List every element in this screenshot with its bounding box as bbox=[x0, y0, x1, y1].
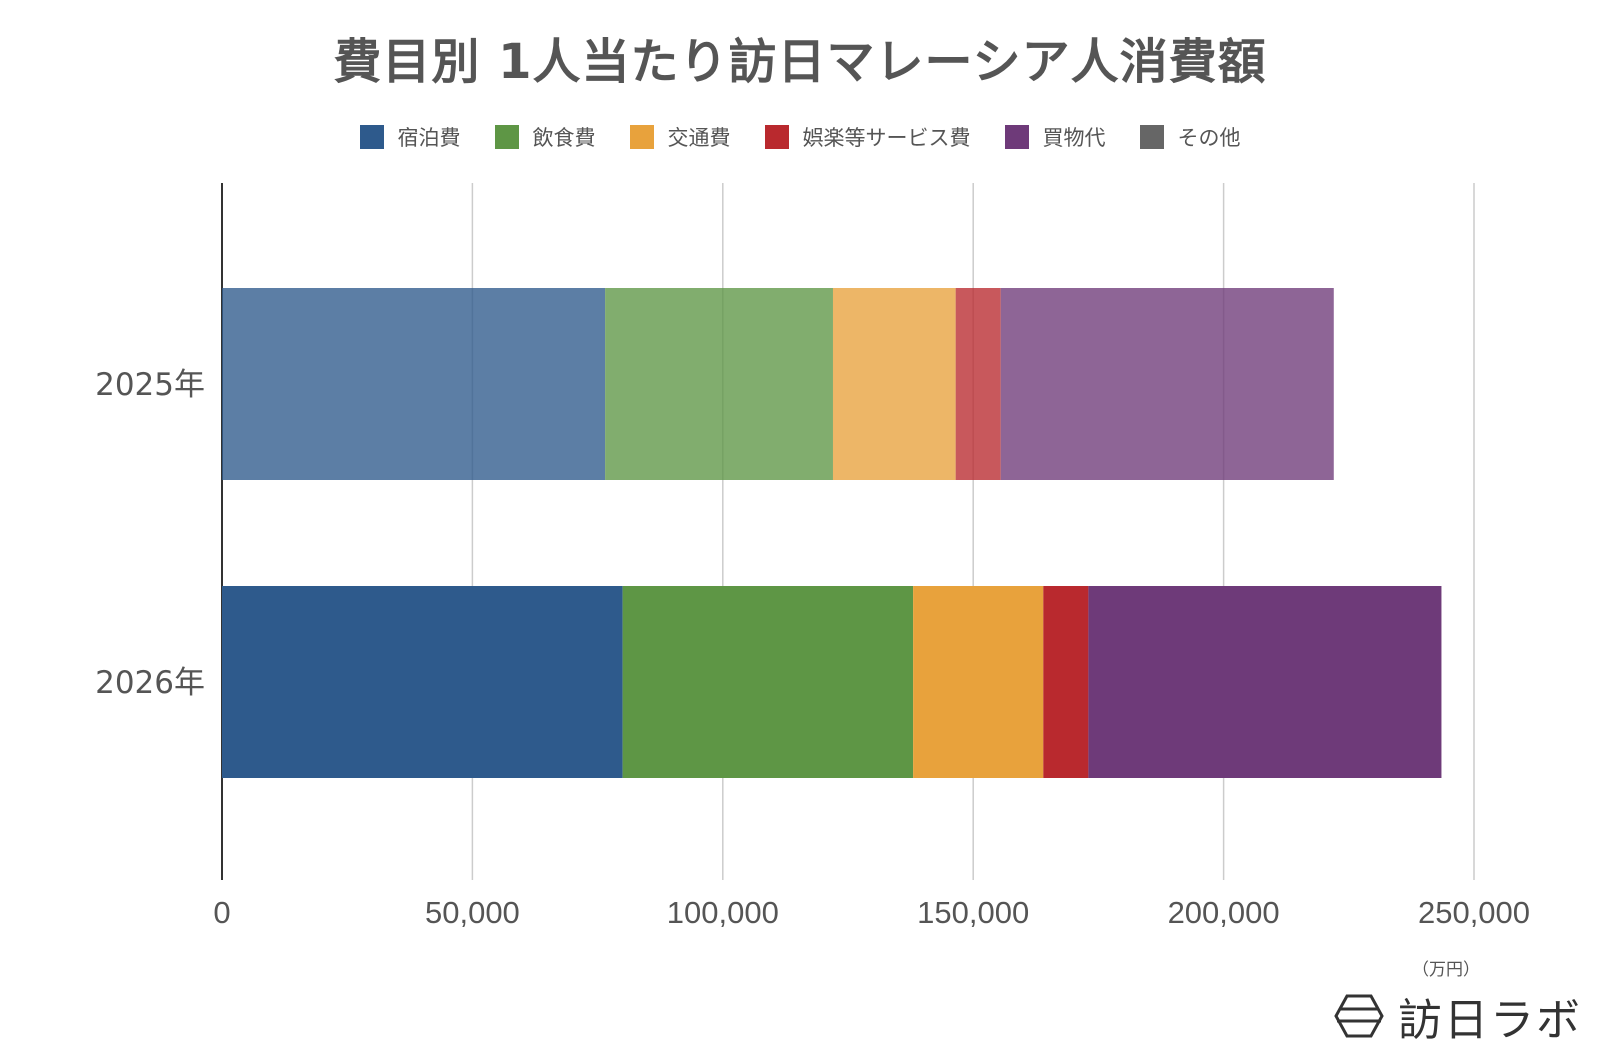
x-tick-label: 150,000 bbox=[917, 895, 1029, 930]
bar-segment bbox=[913, 586, 1044, 778]
bar-segment bbox=[1043, 586, 1089, 778]
legend: 宿泊費 飲食費 交通費 娯楽等サービス費 買物代 その他 bbox=[0, 122, 1600, 152]
bar-segment bbox=[222, 586, 623, 778]
legend-swatch bbox=[359, 125, 384, 149]
brand-logo: 訪日ラボ bbox=[1334, 984, 1582, 1048]
chart-title: 費目別 1人当たり訪日マレーシア人消費額 bbox=[333, 34, 1267, 90]
legend-label: 買物代 bbox=[1042, 126, 1106, 150]
legend-swatch bbox=[764, 125, 789, 149]
legend-item: 娯楽等サービス費 bbox=[764, 122, 971, 152]
x-tick-label: 200,000 bbox=[1168, 895, 1280, 930]
legend-item: 宿泊費 bbox=[359, 122, 461, 152]
bar-segment bbox=[1000, 288, 1334, 480]
legend-swatch bbox=[1004, 125, 1029, 149]
legend-item: 買物代 bbox=[1004, 122, 1106, 152]
legend-label: 交通費 bbox=[667, 126, 731, 150]
x-tick-label: 100,000 bbox=[667, 895, 779, 930]
bar-segment bbox=[622, 586, 914, 778]
y-category-label: 2025年 bbox=[95, 367, 205, 403]
legend-swatch bbox=[629, 125, 654, 149]
bar-segment bbox=[832, 288, 956, 480]
legend-swatch bbox=[1139, 125, 1164, 149]
legend-swatch bbox=[494, 125, 519, 149]
legend-item: その他 bbox=[1139, 122, 1241, 152]
y-category-label: 2026年 bbox=[95, 665, 205, 701]
legend-item: 交通費 bbox=[629, 122, 731, 152]
x-tick-label: 50,000 bbox=[425, 895, 520, 930]
bar-segment bbox=[605, 288, 833, 480]
legend-label: 娯楽等サービス費 bbox=[802, 126, 971, 150]
unit-label: （万円） bbox=[1412, 960, 1480, 980]
bar-segment bbox=[955, 288, 1001, 480]
x-tick-label: 250,000 bbox=[1418, 895, 1530, 930]
legend-label: その他 bbox=[1177, 126, 1241, 150]
hexagon-logo-icon bbox=[1334, 994, 1384, 1038]
legend-item: 飲食費 bbox=[494, 122, 596, 152]
brand-text: 訪日ラボ bbox=[1398, 995, 1582, 1046]
legend-label: 飲食費 bbox=[532, 126, 596, 150]
bar-segment bbox=[1088, 586, 1442, 778]
bar-segment bbox=[222, 288, 606, 480]
legend-label: 宿泊費 bbox=[397, 126, 461, 150]
x-tick-label: 0 bbox=[213, 895, 230, 930]
